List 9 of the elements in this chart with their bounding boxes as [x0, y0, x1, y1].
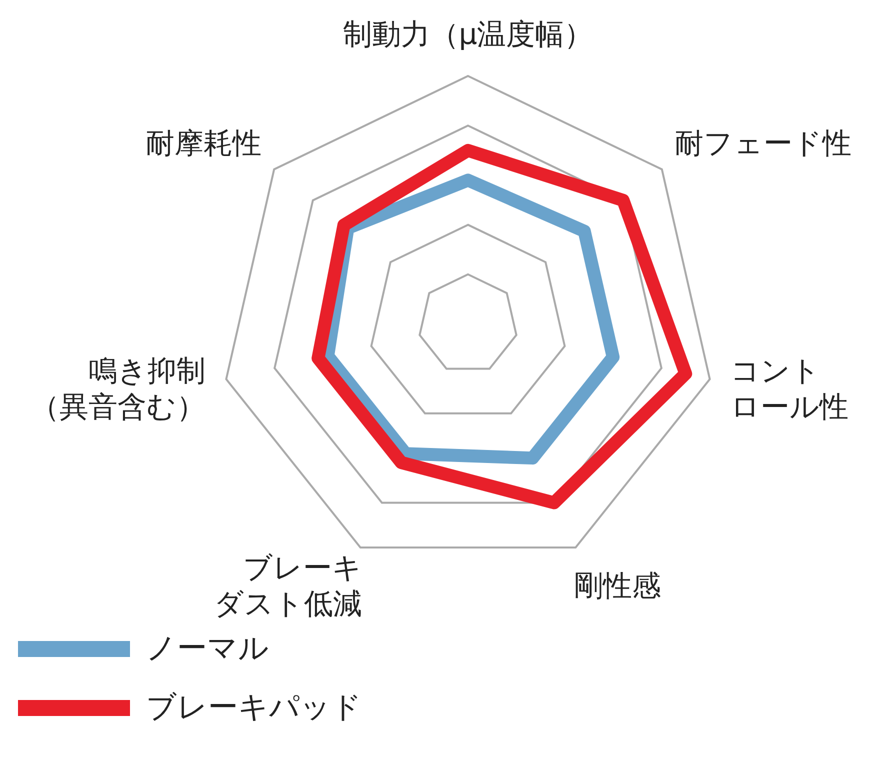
spoke-label: 耐フェード性 [674, 126, 852, 160]
legend-label: ノーマル [146, 630, 269, 668]
spoke-label: 制動力（μ温度幅） [342, 17, 594, 51]
spoke-label: 鳴き抑制（異音含む） [30, 354, 206, 424]
spoke-label: ブレーキダスト低減 [214, 550, 362, 620]
legend-label: ブレーキパッド [146, 689, 362, 727]
spoke-label: コントロール性 [730, 354, 849, 424]
spoke-label: 剛性感 [574, 568, 661, 602]
spoke-label: 耐摩耗性 [145, 126, 262, 160]
